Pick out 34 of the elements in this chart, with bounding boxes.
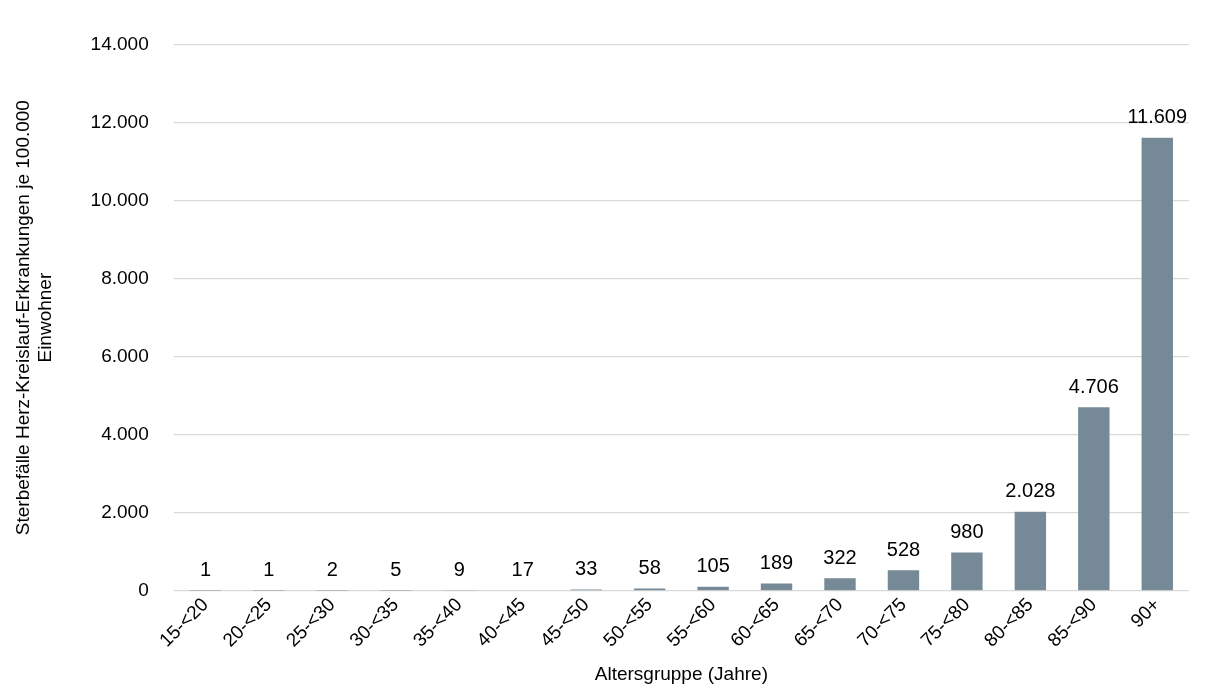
y-axis-title: Sterbefälle Herz-Kreislauf-Erkrankungen je 100.000 Einwohner	[11, 100, 56, 536]
bar	[760, 583, 793, 591]
y-tick-label: 14.000	[90, 32, 149, 54]
y-tick-label: 12.000	[90, 110, 149, 132]
data-label: 2	[326, 558, 338, 581]
y-tick-label: 10.000	[90, 188, 149, 210]
y-tick-label: 8.000	[101, 266, 149, 288]
data-label: 9	[453, 558, 465, 581]
data-label: 17	[511, 557, 534, 580]
data-label: 58	[638, 556, 661, 579]
data-label: 322	[823, 545, 857, 568]
data-label: 105	[696, 554, 730, 577]
bar	[951, 552, 983, 591]
bar	[1141, 137, 1173, 591]
data-label: 980	[950, 520, 984, 543]
y-tick-label: 2.000	[101, 501, 149, 523]
data-label: 5	[390, 558, 402, 581]
x-axis-title: Altersgruppe (Jahre)	[594, 662, 768, 684]
y-tick-label: 6.000	[101, 344, 149, 366]
x-tick-label: 90+	[1126, 593, 1164, 632]
data-label: 1	[263, 558, 275, 581]
data-label: 33	[575, 557, 598, 580]
bar	[887, 570, 920, 591]
data-label: 528	[886, 537, 921, 560]
data-label: 189	[759, 551, 794, 574]
data-label: 4.706	[1068, 374, 1119, 397]
bar	[1078, 407, 1110, 591]
bar	[824, 578, 856, 591]
data-label: 2.028	[1005, 479, 1056, 502]
data-label: 1	[199, 558, 211, 581]
y-tick-label: 0	[138, 579, 149, 601]
y-tick-label: 4.000	[101, 422, 149, 444]
data-label: 11.609	[1127, 105, 1188, 128]
bar	[1014, 511, 1047, 591]
